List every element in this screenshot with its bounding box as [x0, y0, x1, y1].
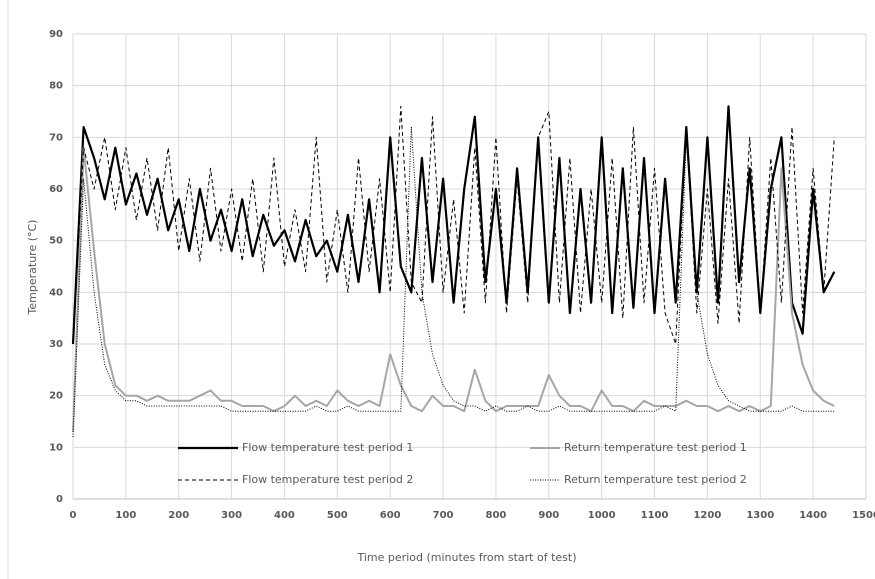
x-tick-label: 100 [115, 510, 136, 521]
x-tick-label: 1500 [852, 510, 875, 521]
x-tick-label: 500 [327, 510, 348, 521]
y-tick-label: 40 [49, 287, 63, 298]
x-tick-label: 600 [380, 510, 401, 521]
series-line [72, 105, 835, 345]
x-tick-label: 400 [274, 510, 295, 521]
x-tick-label: 200 [168, 510, 189, 521]
x-tick-label: 900 [538, 510, 559, 521]
x-tick-label: 300 [221, 510, 242, 521]
y-tick-label: 80 [49, 81, 63, 92]
y-tick-label: 60 [49, 184, 63, 195]
y-tick-label: 20 [49, 391, 63, 402]
x-tick-label: 700 [433, 510, 454, 521]
legend-label: Return temperature test period 2 [564, 473, 747, 486]
x-tick-label: 1000 [588, 510, 616, 521]
y-tick-label: 0 [56, 494, 63, 505]
legend-label: Flow temperature test period 2 [242, 473, 413, 486]
x-axis-label: Time period (minutes from start of test) [357, 551, 577, 564]
legend-label: Flow temperature test period 1 [242, 441, 413, 454]
x-tick-label: 1300 [746, 510, 774, 521]
y-tick-label: 70 [49, 132, 63, 143]
series-line [72, 126, 835, 438]
x-tick-label: 1400 [799, 510, 827, 521]
x-tick-label: 1100 [641, 510, 669, 521]
y-tick-label: 50 [49, 236, 63, 247]
series-line [72, 146, 835, 432]
x-tick-label: 800 [485, 510, 506, 521]
y-tick-label: 90 [49, 29, 63, 40]
series-line [71, 105, 836, 345]
y-tick-label: 30 [49, 339, 63, 350]
x-tick-label: 0 [70, 510, 77, 521]
x-tick-label: 1200 [693, 510, 721, 521]
y-axis-label: Temperature (°C) [26, 220, 39, 316]
y-tick-label: 10 [49, 442, 63, 453]
legend-label: Return temperature test period 1 [564, 441, 747, 454]
